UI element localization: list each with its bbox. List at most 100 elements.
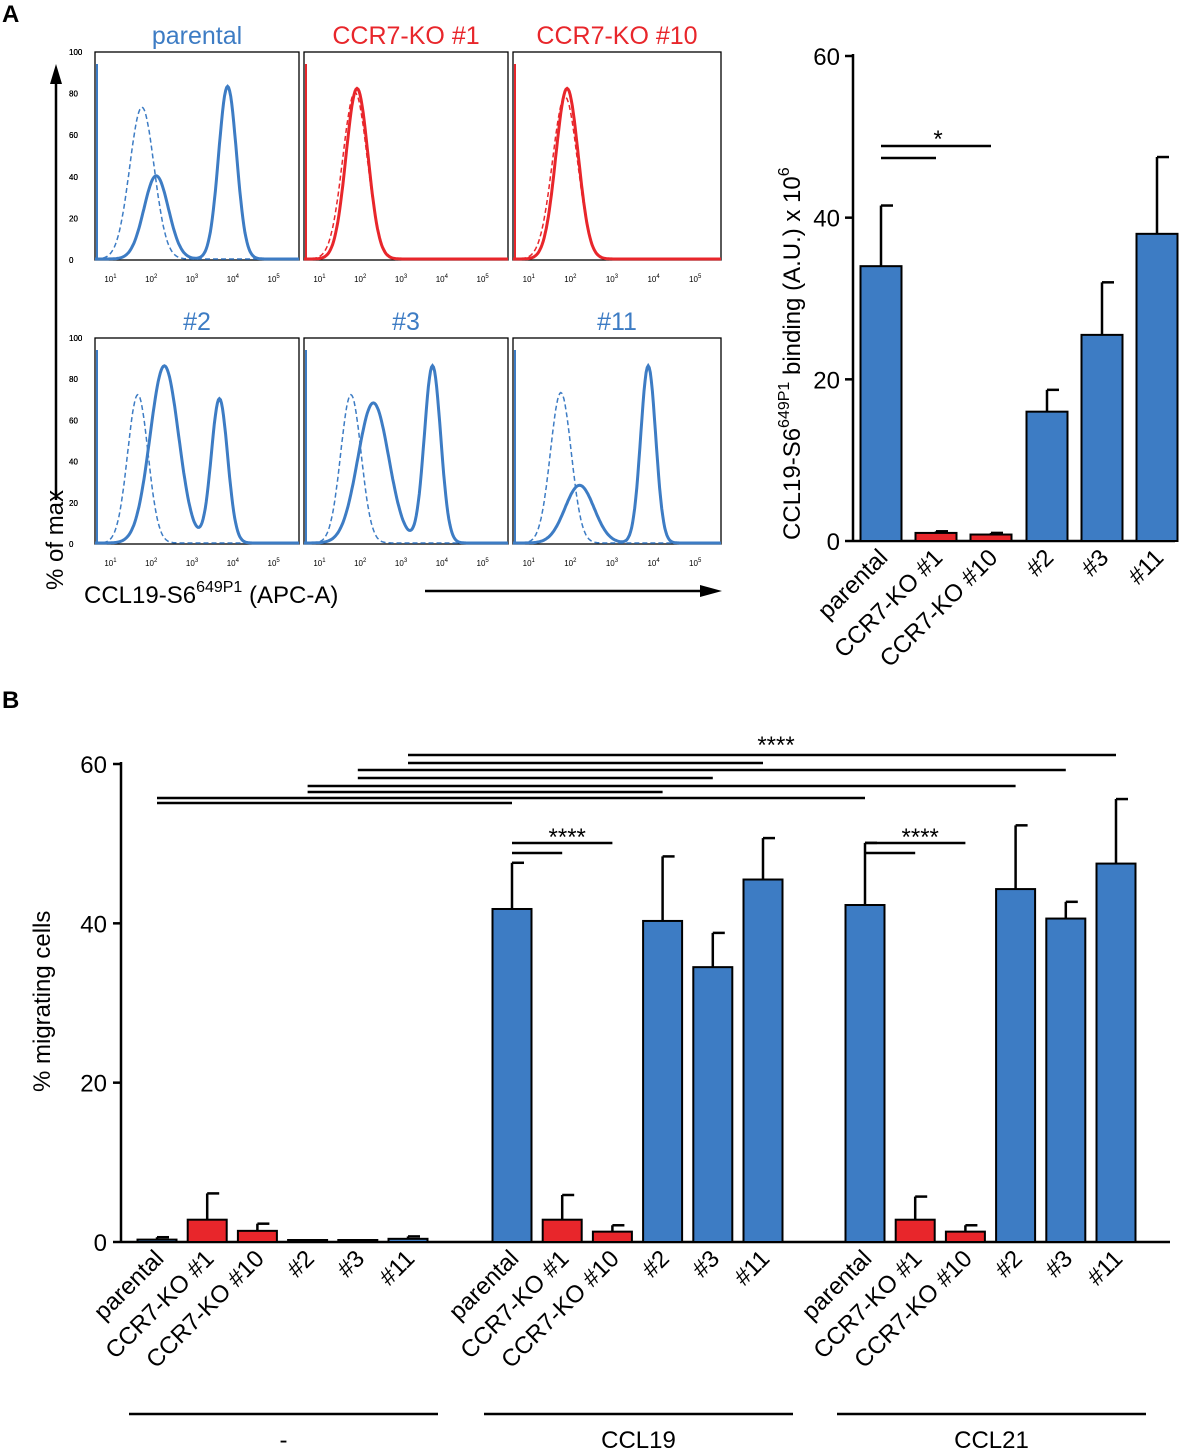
binding-histogram-curve	[513, 362, 721, 545]
y-tick-label: 60	[69, 131, 78, 140]
y-tick-label: 40	[69, 173, 78, 182]
y-tick-label: 100	[69, 48, 83, 57]
significance-label: ****	[549, 824, 586, 851]
x-axis-label: CCL19-S6649P1 (APC-A)	[84, 579, 338, 609]
y-tick-label: 20	[813, 367, 840, 394]
y-tick-label: 80	[69, 90, 78, 99]
x-tick-label: 101	[523, 274, 536, 284]
bar	[1025, 410, 1069, 542]
x-tick-label: 102	[145, 558, 158, 568]
bar	[742, 878, 784, 1243]
histogram-frame	[94, 51, 300, 261]
x-tick-base: 10	[354, 559, 363, 568]
y-axis-label: % of max	[42, 490, 69, 590]
histogram-title: CCR7-KO #10	[536, 22, 697, 50]
x-tick-base: 10	[436, 275, 445, 284]
isotype-histogram-curve	[304, 393, 508, 544]
bar	[844, 904, 886, 1243]
y-tick-label: 100	[69, 334, 83, 343]
y-tick-label: 40	[69, 458, 78, 467]
x-tick-base: 10	[689, 275, 698, 284]
y-tick-label: 0	[69, 256, 74, 265]
x-tick-base: 10	[186, 559, 195, 568]
x-tick-base: 10	[145, 275, 154, 284]
binding-histogram-curve	[513, 86, 721, 261]
bar	[387, 1237, 429, 1244]
histogram-frame	[512, 337, 722, 545]
isotype-histogram-curve	[95, 393, 299, 544]
binding-histogram-curve	[304, 363, 508, 545]
category-label: #3	[687, 1245, 725, 1283]
x-tick-base: 10	[227, 275, 236, 284]
x-tick-exponent: 2	[154, 558, 158, 564]
x-tick-exponent: 2	[154, 274, 158, 280]
x-tick-base: 10	[477, 275, 486, 284]
bar	[541, 1218, 583, 1244]
y-axis-arrow-head	[50, 64, 62, 84]
y-axis-label: CCL19-S6649P1 binding (A.U.) x 106	[776, 167, 806, 540]
y-tick-label: 20	[69, 214, 78, 223]
x-tick-exponent: 4	[445, 558, 449, 564]
bar	[1045, 917, 1087, 1243]
x-tick-exponent: 3	[615, 274, 619, 280]
x-tick-base: 10	[354, 275, 363, 284]
y-tick-label: 40	[69, 173, 78, 182]
significance-label: ****	[757, 732, 794, 759]
x-tick-exponent: 1	[322, 274, 326, 280]
x-tick-exponent: 2	[573, 274, 577, 280]
x-tick-base: 10	[606, 559, 615, 568]
x-tick-label: 103	[606, 558, 619, 568]
y-axis-label-main: CCL19-S6	[779, 428, 806, 540]
histogram-title: CCR7-KO #1	[332, 22, 479, 50]
panel-b-label: B	[2, 687, 19, 714]
x-tick-exponent: 5	[485, 274, 489, 280]
y-tick-label: 0	[69, 540, 74, 549]
y-tick-label: 60	[69, 131, 78, 140]
x-tick-label: 103	[606, 274, 619, 284]
x-tick-exponent: 2	[573, 558, 577, 564]
histogram-frame	[94, 337, 300, 545]
y-tick-label: 60	[69, 416, 78, 425]
histogram-title: #2	[183, 308, 211, 336]
x-tick-base: 10	[145, 559, 154, 568]
category-label: #2	[990, 1245, 1028, 1283]
x-tick-exponent: 3	[195, 558, 199, 564]
x-tick-label: 101	[523, 558, 536, 568]
y-tick-label: 60	[69, 131, 78, 140]
x-tick-label: 101	[313, 274, 326, 284]
histogram-frame	[303, 51, 509, 261]
y-tick-label: 0	[69, 256, 74, 265]
x-tick-exponent: 5	[485, 558, 489, 564]
x-tick-exponent: 5	[276, 558, 280, 564]
x-tick-base: 10	[268, 559, 277, 568]
y-tick-label: 60	[69, 416, 78, 425]
x-tick-label: 104	[436, 558, 449, 568]
x-tick-exponent: 4	[445, 274, 449, 280]
category-label: #11	[1123, 544, 1169, 590]
y-tick-label: 100	[69, 334, 83, 343]
category-label: #3	[1076, 544, 1114, 582]
x-tick-base: 10	[268, 275, 277, 284]
bar	[136, 1238, 178, 1243]
significance-label: ****	[902, 824, 939, 851]
bar	[1080, 333, 1124, 542]
y-tick-label: 100	[69, 48, 83, 57]
x-tick-label: 104	[436, 274, 449, 284]
x-tick-exponent: 4	[656, 558, 660, 564]
y-axis-label-superscript: 6	[776, 167, 793, 176]
isotype-histogram-curve	[95, 106, 299, 260]
bar	[236, 1229, 278, 1244]
y-tick-label: 0	[69, 540, 74, 549]
x-tick-exponent: 1	[113, 274, 117, 280]
bar	[944, 1230, 986, 1243]
x-tick-label: 105	[689, 274, 702, 284]
group-label: CCL19	[601, 1427, 676, 1452]
x-tick-base: 10	[104, 275, 113, 284]
x-tick-base: 10	[395, 559, 404, 568]
y-tick-label: 80	[69, 375, 78, 384]
